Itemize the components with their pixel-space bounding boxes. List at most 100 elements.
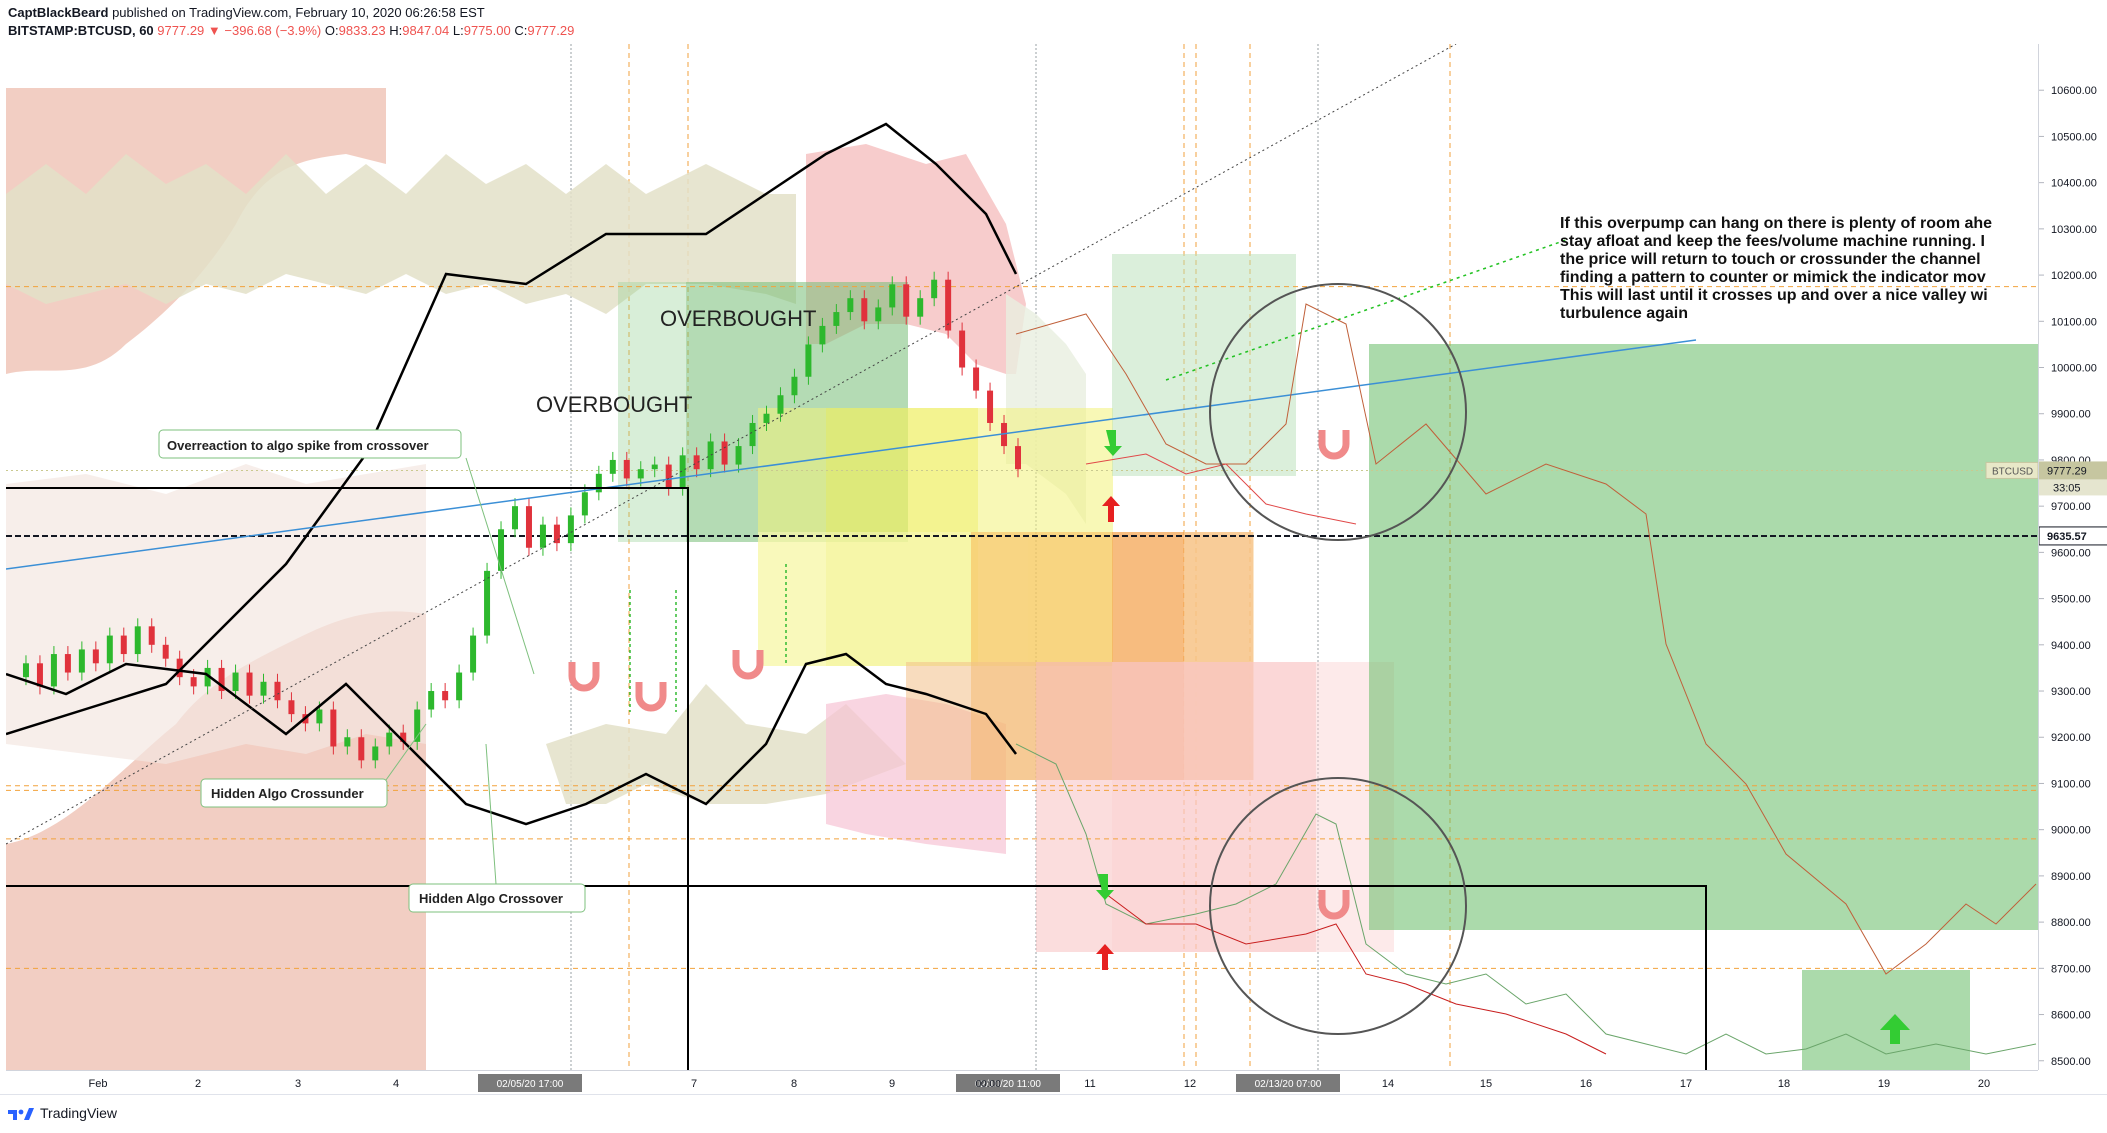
light-green-zone — [1112, 254, 1296, 476]
candle-body — [707, 441, 714, 470]
magnet-icon — [732, 650, 764, 680]
candle-body — [833, 312, 840, 326]
countdown-tag — [2039, 479, 2107, 496]
y-tick-label: 9700.00 — [2051, 501, 2091, 513]
y-tick-label: 10000.00 — [2051, 363, 2097, 375]
symbol-name[interactable]: BITSTAMP:BTCUSD, 60 — [8, 23, 154, 38]
price-axis-svg[interactable]: 10600.00 10500.00 10400.00 10300.00 10200.00… — [2038, 44, 2107, 1070]
symbol-tag-label: BTCUSD — [1992, 466, 2033, 477]
x-highlight-label: 02/10/20 11:00 — [975, 1079, 1041, 1090]
candle-body — [22, 663, 29, 678]
y-tick-label: 10500.00 — [2051, 131, 2097, 143]
candle-body — [484, 570, 491, 636]
y-tick-label: 9900.00 — [2051, 409, 2091, 421]
drawing-shapes — [6, 283, 1910, 1070]
highlight-zones — [618, 254, 2038, 1070]
projection-line-green — [1165, 239, 1567, 381]
note-text-block: If this overpump can hang on there is pl… — [1560, 215, 2038, 479]
candle-body — [358, 737, 365, 761]
candle-body — [875, 307, 882, 322]
candle-body — [805, 344, 812, 377]
footer-bar: TradingView — [0, 1094, 2107, 1133]
x-tick-label: 17 — [1680, 1078, 1692, 1090]
upper-band-red-zone — [806, 144, 1026, 374]
author-name[interactable]: CaptBlackBeard — [8, 5, 109, 20]
candle-body — [917, 298, 924, 317]
upper-band-olive — [6, 154, 796, 314]
candle-body — [316, 709, 323, 724]
upper-envelope-line — [6, 122, 1018, 736]
x-tick-label: 11 — [1084, 1078, 1095, 1090]
candle-body — [749, 422, 756, 447]
hline-price-label: 9635.57 — [2047, 531, 2087, 543]
y-tick-label: 9600.00 — [2051, 547, 2091, 559]
x-tick-label: 7 — [691, 1078, 697, 1090]
y-tick-label: 9300.00 — [2051, 686, 2091, 698]
x-tick-label: 3 — [295, 1078, 301, 1090]
candle-body — [400, 732, 407, 742]
x-tick-label: 12 — [1184, 1078, 1196, 1090]
candle-body — [190, 677, 197, 687]
pink-zone-1 — [1036, 662, 1316, 952]
big-green-arrow-icon — [1880, 1014, 1910, 1044]
price-change: −396.68 (−3.9%) — [224, 23, 322, 38]
overbought-label-2: OVERBOUGHT — [536, 392, 692, 417]
high-value: 9847.04 — [402, 23, 450, 38]
candle-body — [512, 506, 518, 530]
callout-text-2: Hidden Algo Crossunder — [211, 786, 364, 801]
down-arrow-icon: ▼ — [207, 23, 221, 38]
note-line: the price will return to touch or crossu… — [1560, 251, 1981, 268]
candle-body — [777, 395, 784, 414]
candle-body — [92, 649, 99, 664]
tradingview-logo-icon — [8, 1108, 34, 1120]
magnet-icon — [635, 682, 667, 712]
note-line: stay afloat and keep the fees/volume mac… — [1560, 233, 1985, 250]
x-tick-label: 9 — [889, 1078, 895, 1090]
y-tick-label: 10300.00 — [2051, 224, 2097, 236]
y-tick-label: 8900.00 — [2051, 871, 2091, 883]
y-tick-label: 9500.00 — [2051, 594, 2091, 606]
candle-body — [106, 635, 113, 664]
y-tick-label: 10100.00 — [2051, 316, 2097, 328]
chart-svg[interactable]: OVERBOUGHT OVERBOUGHT Overreaction to al… — [6, 44, 2038, 1070]
candle-body — [889, 284, 896, 308]
candle-body — [288, 700, 295, 715]
note-line: finding a pattern to counter or mimick t… — [1560, 269, 1986, 286]
low-value: 9775.00 — [463, 23, 511, 38]
bottom-green-zone — [1802, 970, 1970, 1070]
chart-plot-area[interactable]: OVERBOUGHT OVERBOUGHT Overreaction to al… — [6, 44, 2038, 1070]
candle-body — [428, 691, 435, 710]
candle-body — [679, 455, 686, 488]
open-value: 9833.23 — [338, 23, 386, 38]
time-axis[interactable]: Feb2345789101112131415161718192002/05/20… — [6, 1070, 2038, 1095]
time-axis-svg[interactable]: Feb2345789101112131415161718192002/05/20… — [6, 1071, 2038, 1095]
price-axis[interactable]: 10600.00 10500.00 10400.00 10300.00 10200.00… — [2038, 44, 2107, 1070]
candle-body — [553, 524, 560, 544]
x-tick-label: 14 — [1382, 1078, 1394, 1090]
candle-body — [442, 691, 449, 701]
note-line: If this overpump can hang on there is pl… — [1560, 215, 1992, 232]
candle-body — [162, 644, 169, 659]
candle-body — [498, 529, 505, 571]
callout-pointer-1 — [465, 457, 535, 675]
candle-body — [819, 325, 826, 345]
candle-body — [623, 459, 630, 479]
y-tick-label: 9000.00 — [2051, 825, 2091, 837]
rectangle-outline-1 — [6, 487, 689, 1070]
y-tick-label: 8500.00 — [2051, 1056, 2091, 1068]
tradingview-logo[interactable]: TradingView — [8, 1105, 117, 1121]
candle-body — [693, 455, 700, 470]
red-arrow-up-icon — [1096, 944, 1114, 970]
x-highlight-label: 02/13/20 07:00 — [1255, 1079, 1322, 1090]
x-midnight-label: 00:00 — [975, 1079, 1000, 1090]
candle-body — [959, 330, 966, 368]
y-tick-label: 8800.00 — [2051, 917, 2091, 929]
candle-body — [903, 284, 910, 317]
candle-body — [763, 413, 770, 423]
candle-body — [791, 376, 798, 396]
lower-indicator-line — [1015, 743, 2037, 1055]
candle-body — [246, 672, 253, 696]
lower-band-olive — [546, 684, 906, 804]
candle-body — [581, 492, 588, 516]
low-label: L: — [452, 23, 464, 38]
